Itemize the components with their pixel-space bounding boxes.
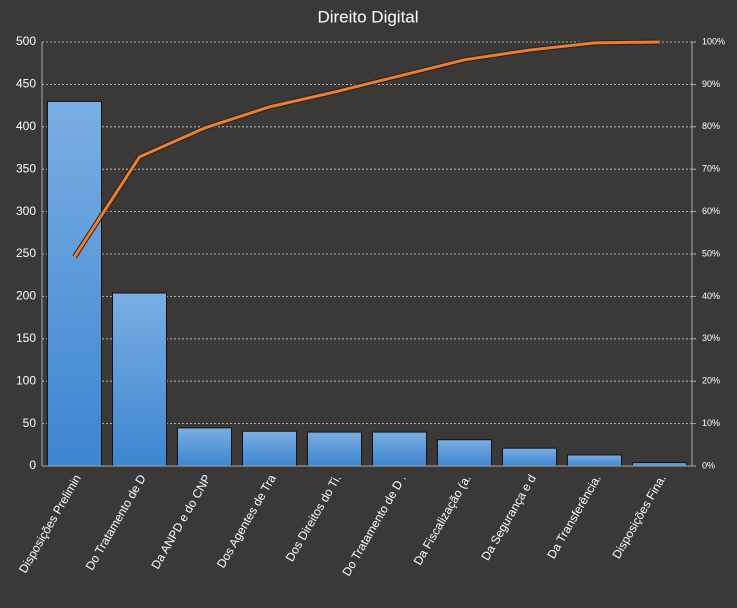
x-tick-label: Da Segurança e d (478, 472, 538, 563)
x-tick-label: Da ANPD e do CNP (148, 472, 213, 571)
chart-title: Direito Digital (317, 7, 418, 26)
y-tick-label: 100 (16, 373, 36, 387)
x-tick-label: Do Tratamento de D (83, 472, 149, 573)
y-tick-label: 0 (29, 458, 36, 472)
y2-tick-label: 70% (702, 164, 720, 174)
y-tick-label: 300 (16, 204, 36, 218)
bar (307, 431, 362, 467)
y2-tick-label: 90% (702, 79, 720, 89)
bar (372, 431, 427, 467)
y2-tick-label: 10% (702, 418, 720, 428)
y-tick-label: 50 (23, 416, 37, 430)
line (73, 40, 660, 258)
y2-tick-label: 50% (702, 248, 720, 258)
y-tick-label: 500 (16, 34, 36, 48)
y2-tick-label: 20% (702, 376, 720, 386)
bar (567, 454, 622, 467)
y-tick-label: 350 (16, 161, 36, 175)
y-tick-label: 450 (16, 77, 36, 91)
y-tick-label: 150 (16, 331, 36, 345)
line-shadow (72, 39, 660, 259)
x-tick-label: Da Fiscalização (a. (411, 472, 474, 567)
x-tick-label: Da Transferência. (544, 472, 603, 561)
bar (242, 430, 297, 467)
bar (632, 462, 687, 467)
bar (177, 427, 232, 467)
bar (437, 439, 492, 467)
y2-tick-label: 0% (702, 460, 715, 470)
x-tick-label: Dos Agentes de Tra (214, 472, 279, 571)
y2-tick-label: 60% (702, 206, 720, 216)
y2-tick-label: 30% (702, 333, 720, 343)
y-tick-label: 400 (16, 119, 36, 133)
x-tick-label: Do Tratamento de D . (339, 472, 408, 578)
y2-tick-label: 100% (702, 36, 725, 46)
y-tick-label: 250 (16, 246, 36, 260)
bar (47, 100, 102, 467)
y-tick-label: 200 (16, 289, 36, 303)
x-tick-label: Disposições Prelimin (16, 472, 84, 575)
x-tick-label: Disposições Fina. (609, 472, 668, 561)
bar (112, 292, 167, 467)
x-tick-label: Dos Direitos do Ti. (283, 472, 344, 564)
bar (502, 447, 557, 467)
y2-tick-label: 80% (702, 121, 720, 131)
y2-tick-label: 40% (702, 291, 720, 301)
